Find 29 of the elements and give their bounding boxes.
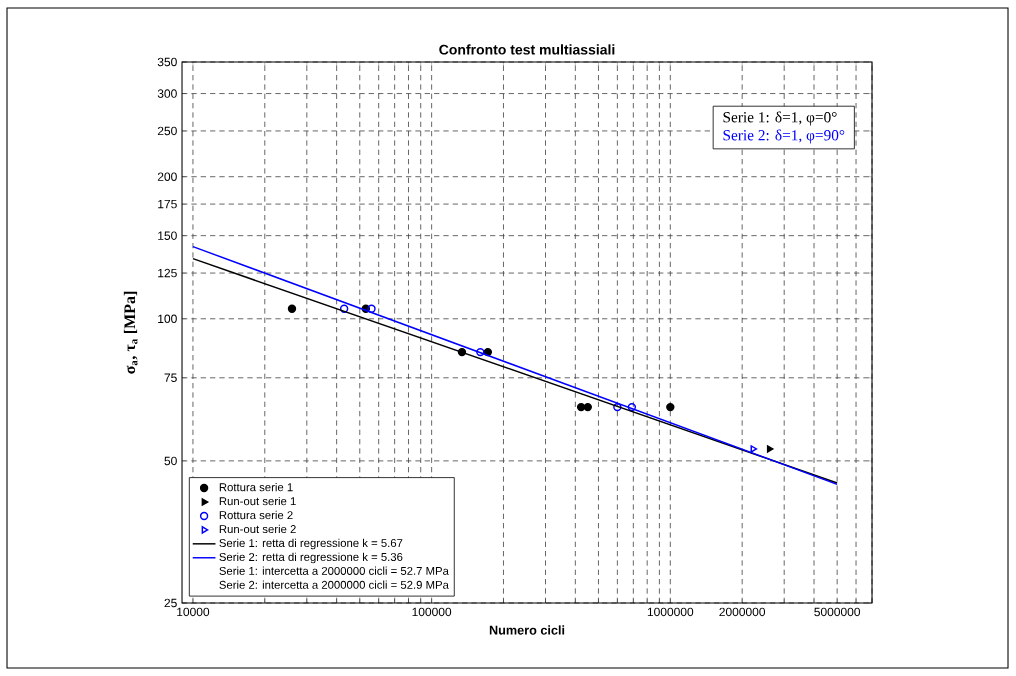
y-tick-label: 200	[157, 172, 177, 181]
legend-label: Serie 1: retta di regressione k = 5.67	[219, 538, 403, 550]
x-tick-label: 1000000	[647, 607, 694, 617]
y-tick-label: 125	[158, 268, 177, 278]
y-tick-label: 50	[164, 456, 177, 466]
y-tick-label: 75	[164, 373, 177, 382]
annotation: Serie 2: δ=1, φ=90°	[723, 129, 845, 144]
legend-label: Run-out serie 1	[219, 496, 296, 506]
y-tick-label: 150	[158, 231, 177, 240]
chart-title: Confronto test multiassiali	[439, 44, 615, 55]
x-tick-label: 5000000	[814, 607, 861, 617]
legend-label: Serie 2: retta di regressione k = 5.36	[219, 552, 403, 564]
legend-label: Run-out serie 2	[219, 524, 296, 534]
annotation: Serie 2: intercetta a 2000000 cicli = 52.9 MPa	[219, 580, 449, 589]
legend-label: Rottura serie 1	[219, 482, 293, 492]
annotation: Serie 1: intercetta a 2000000 cicli = 52.7 MPa	[219, 566, 449, 575]
y-tick-label: 250	[157, 126, 177, 136]
legend-label: Rottura serie 2	[219, 510, 293, 520]
x-tick-label: 100000	[412, 607, 452, 617]
x-axis-title: Numero cicli	[489, 625, 565, 635]
y-tick-label: 300	[157, 89, 177, 98]
y-axis-title: σ$_{a}$, τ$_{a}$ [MPa]	[123, 291, 138, 374]
y-tick-label: 100	[158, 314, 177, 324]
y-tick-label: 25	[164, 598, 177, 608]
x-tick-label: 10000	[177, 607, 210, 617]
y-tick-label: 175	[158, 199, 177, 209]
y-tick-label: 350	[157, 57, 177, 67]
x-tick-label: 2000000	[719, 607, 766, 617]
annotation: Serie 1: δ=1, φ=0°	[723, 111, 837, 126]
